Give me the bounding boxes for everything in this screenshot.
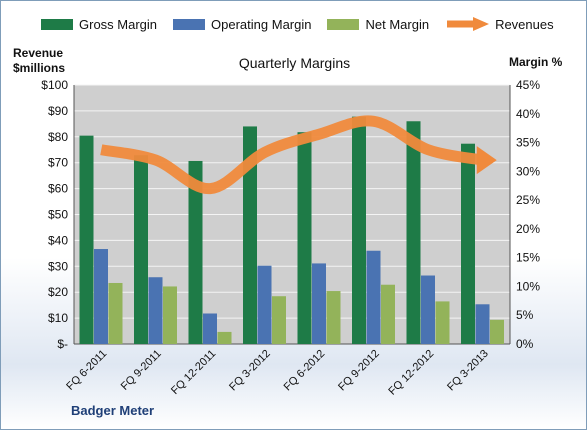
legend-operating-label: Operating Margin (211, 16, 312, 32)
bar-gross-margin (461, 143, 475, 344)
x-tick-label: FQ 3-2013 (445, 348, 491, 394)
left-tick-label: $70 (48, 156, 68, 170)
legend-operating-swatch (173, 18, 206, 30)
legend-revenues-arrow-icon (447, 17, 490, 31)
right-tick-label: 30% (516, 164, 540, 178)
right-tick-label: 15% (516, 251, 540, 265)
legend-gross-label: Gross Margin (79, 16, 158, 32)
legend: Gross Margin Operating Margin Net Margin… (41, 13, 570, 35)
bar-operating-margin (475, 304, 490, 344)
x-tick-label: FQ 12-2012 (386, 348, 436, 398)
bar-gross-margin (406, 121, 421, 344)
right-tick-label: 20% (516, 222, 540, 236)
legend-operating-margin: Operating Margin (173, 17, 311, 32)
legend-net-swatch (327, 18, 360, 30)
left-tick-label: $40 (48, 233, 68, 247)
bar-gross-margin (188, 160, 203, 344)
left-tick-label: $80 (48, 130, 68, 144)
right-tick-label: 10% (516, 279, 540, 293)
bar-operating-margin (257, 265, 272, 344)
revenues-line (100, 115, 484, 195)
right-tick-label: 0% (516, 337, 534, 351)
left-tick-label: $90 (48, 104, 68, 118)
bar-net-margin (381, 284, 395, 344)
bar-operating-margin (312, 263, 326, 344)
legend-net-label: Net Margin (365, 16, 430, 32)
right-tick-label: 45% (516, 78, 540, 92)
right-tick-label: 35% (516, 136, 540, 150)
bar-net-margin (108, 282, 123, 344)
bar-net-margin (326, 291, 341, 344)
legend-revenues: Revenues (445, 17, 554, 32)
left-tick-label: $10 (48, 311, 68, 325)
x-tick-label: FQ 6-2011 (64, 348, 109, 393)
right-tick-label: 40% (516, 107, 540, 121)
left-tick-label: $100 (41, 78, 68, 92)
bar-operating-margin (148, 277, 163, 344)
bar-gross-margin (352, 116, 366, 345)
bar-net-margin (490, 319, 504, 344)
bar-operating-margin (203, 313, 217, 344)
chart-title: Quarterly Margins (238, 55, 351, 71)
revenues-arrowhead (476, 146, 497, 175)
bar-gross-margin (79, 135, 94, 344)
right-axis-title: Margin % (509, 55, 563, 69)
bar-gross-margin (243, 126, 257, 344)
right-tick-label: 5% (516, 308, 534, 322)
left-tick-label: $20 (48, 285, 68, 299)
bar-operating-margin (421, 275, 435, 344)
x-tick-label: FQ 12-2011 (169, 348, 218, 397)
bar-operating-margin (366, 250, 381, 344)
left-tick-label: $- (57, 337, 68, 351)
right-tick-label: 25% (516, 193, 540, 207)
left-axis-title: Revenue $millions (13, 46, 65, 76)
bar-operating-margin (94, 249, 108, 344)
x-tick-label: FQ 6-2012 (282, 348, 328, 394)
bar-gross-margin (134, 155, 148, 344)
bar-net-margin (163, 286, 177, 344)
x-tick-label: FQ 9-2011 (119, 348, 164, 393)
left-axis-title-line1: Revenue (13, 46, 64, 60)
x-tick-label: FQ 3-2012 (227, 348, 273, 394)
x-tick-label: FQ 9-2012 (336, 348, 382, 394)
bar-net-margin (435, 301, 450, 344)
bar-gross-margin (297, 132, 312, 344)
brand-label: Badger Meter (71, 403, 155, 418)
bar-net-margin (272, 296, 286, 344)
legend-gross-margin: Gross Margin (41, 17, 157, 32)
left-tick-label: $50 (48, 208, 68, 222)
left-tick-label: $60 (48, 182, 68, 196)
left-axis-title-line2: $millions (13, 61, 66, 75)
left-tick-label: $30 (48, 259, 68, 273)
bar-net-margin (217, 331, 232, 344)
legend-gross-swatch (41, 18, 73, 30)
legend-revenues-label: Revenues (495, 16, 554, 32)
legend-net-margin: Net Margin (327, 17, 429, 32)
